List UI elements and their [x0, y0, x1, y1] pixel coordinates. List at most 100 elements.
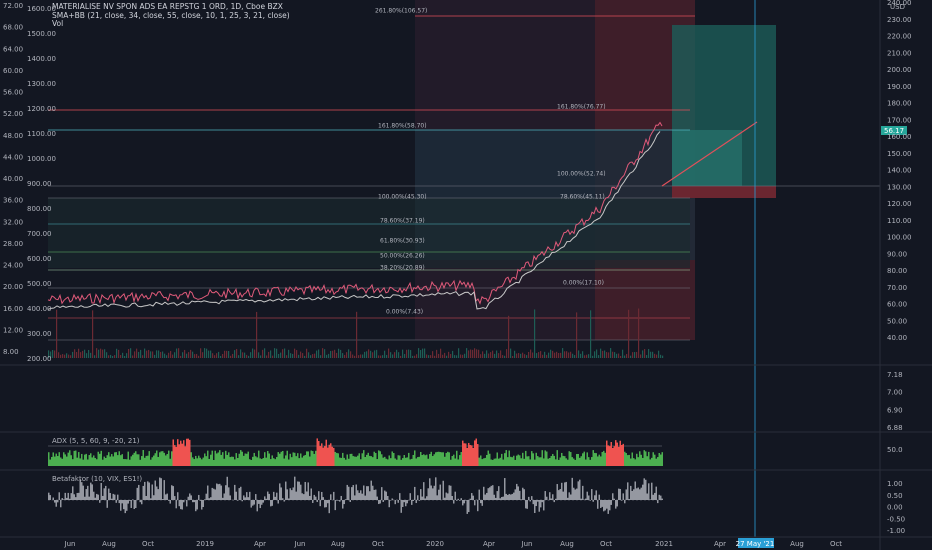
adx-bar [660, 454, 662, 466]
volume-bar [290, 353, 292, 358]
adx-bar [498, 458, 500, 466]
beta-bar [309, 495, 311, 500]
volume-bar [90, 352, 92, 358]
beta-bar [541, 500, 543, 503]
beta-bar [612, 493, 614, 500]
volume-bar [96, 348, 98, 358]
adx-bar [69, 450, 71, 466]
volume-bar [104, 349, 106, 358]
price-badge: 56.17 [884, 127, 904, 135]
adx-bar [483, 458, 485, 466]
adx-bar [379, 451, 381, 466]
adx-bar [195, 455, 197, 466]
axis-label: 7.00 [887, 389, 903, 397]
adx-bar [51, 456, 53, 466]
beta-bar [189, 493, 191, 500]
adx-bar [574, 459, 576, 466]
beta-bar [147, 481, 149, 500]
adx-bar [648, 451, 650, 466]
adx-bar [144, 457, 146, 466]
volume-bar [374, 350, 376, 358]
volume-bar [74, 349, 76, 358]
beta-bar [361, 493, 363, 500]
adx-bar [661, 452, 663, 466]
adx-bar [595, 453, 597, 466]
adx-bar [157, 456, 159, 466]
beta-bar [289, 488, 291, 500]
axis-label: 1400.00 [27, 55, 56, 63]
beta-bar [549, 492, 551, 500]
volume-bar [150, 351, 152, 358]
adx-bar [129, 459, 131, 466]
adx-bar [297, 453, 299, 466]
beta-bar [568, 492, 570, 500]
adx-bar [561, 452, 563, 466]
volume-bar [306, 348, 308, 358]
beta-bar [651, 482, 653, 500]
adx-bar [406, 457, 408, 466]
volume-bar [224, 350, 226, 358]
beta-bar [520, 499, 522, 500]
beta-bar [79, 479, 81, 500]
beta-bar [367, 486, 369, 500]
beta-bar [445, 492, 447, 500]
beta-bar [82, 485, 84, 500]
beta-bar [378, 500, 380, 505]
adx-bar [639, 451, 641, 466]
beta-bar [484, 494, 486, 500]
beta-bar [499, 498, 501, 500]
beta-bar [235, 491, 237, 500]
volume-bar [358, 355, 360, 358]
beta-bar [130, 500, 132, 508]
adx-bar [264, 452, 266, 466]
adx-bar [243, 455, 245, 466]
axis-label: 6.90 [887, 406, 903, 414]
beta-bar [201, 500, 203, 510]
axis-label: 300.00 [27, 330, 52, 338]
volume-bar [330, 350, 332, 358]
volume-bar [116, 348, 118, 358]
adx-bar [279, 453, 281, 466]
volume-bar [48, 350, 50, 358]
adx-bar [312, 451, 314, 466]
volume-bar [196, 353, 198, 358]
volume-bar [326, 354, 328, 358]
adx-bar [394, 458, 396, 466]
axis-label: 140.00 [887, 167, 912, 175]
adx-bar [382, 457, 384, 466]
beta-bar [528, 496, 530, 500]
adx-bar [246, 453, 248, 466]
volume-bar [122, 352, 124, 358]
beta-bar [423, 482, 425, 500]
beta-bar [585, 498, 587, 500]
volume-bar [408, 349, 410, 358]
adx-bar [357, 455, 359, 466]
volume-bar [498, 353, 500, 358]
beta-title: Betafaktor (10, VIX, ES1!) [52, 475, 142, 483]
volume-bar [448, 351, 450, 358]
volume-bar [242, 352, 244, 358]
beta-bar [555, 498, 557, 500]
adx-bar [136, 454, 138, 466]
beta-bar [123, 500, 125, 510]
adx-bar [148, 451, 150, 466]
adx-bar [366, 454, 368, 466]
indicator-label: SMA+BB (21, close, 34, close, 55, close,… [52, 11, 290, 20]
adx-bar [577, 453, 579, 466]
volume-bar [260, 355, 262, 358]
beta-bar [360, 490, 362, 500]
axis-label: 0.00 [887, 504, 903, 512]
volume-bar [606, 352, 608, 358]
adx-bar [468, 442, 470, 466]
adx-bar [474, 440, 476, 466]
beta-bar [282, 498, 284, 500]
beta-bar [498, 486, 500, 500]
volume-bar [94, 355, 96, 358]
volume-bar [78, 348, 80, 358]
adx-bar [58, 452, 60, 466]
adx-bar [79, 458, 81, 466]
beta-bar [330, 494, 332, 500]
beta-bar [321, 491, 323, 500]
beta-bar [91, 484, 93, 500]
adx-bar [276, 457, 278, 466]
